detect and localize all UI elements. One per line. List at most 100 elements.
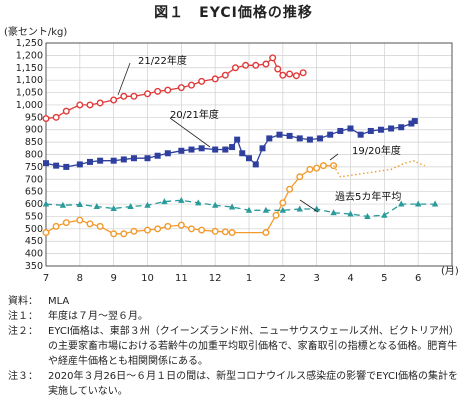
data-point [357,131,364,138]
data-point [86,158,93,165]
annotation-label: 20/21年度 [170,108,219,121]
x-tick-label: 10 [141,273,154,284]
data-point [211,75,219,83]
data-point [110,96,118,104]
data-point [292,72,300,80]
data-point [411,118,418,125]
data-point [296,173,304,181]
y-tick-label: 550 [25,211,43,222]
x-tick-label: 1 [246,273,252,284]
data-point [188,146,195,153]
data-point [164,86,172,94]
data-point [195,199,202,206]
data-point [242,61,250,69]
y-tick-label: 850 [25,137,43,148]
data-point [347,125,354,132]
data-point [221,71,229,79]
note-1: 注１： 年度は７月～翌６月。 [8,309,460,324]
data-point [252,161,259,168]
chart: 3504004505005506006507007508008509009501… [16,38,453,284]
annotation-label: 過去5カ年平均 [335,190,401,203]
data-point [164,222,172,230]
annotation-leader [299,199,319,213]
data-point [222,146,229,153]
plot-frame [45,42,453,267]
data-point [96,222,104,230]
data-point [86,101,94,109]
x-tick-label: 5 [381,273,387,284]
data-point [76,216,84,224]
note-key: 注２： [8,326,38,337]
note-source: 資料： MLA [8,294,460,309]
data-point [231,64,239,72]
data-point [259,145,266,152]
data-point [93,203,100,210]
data-point [276,131,283,138]
data-point [317,135,324,142]
data-point [327,131,334,138]
y-tick-label: 1,050 [16,88,43,99]
x-tick-label: 11 [175,273,188,284]
note-2: 注２： EYCI価格は、東部３州（クイーンズランド州、ニューサウスウェールズ州、… [8,324,460,369]
y-tick-label: 1,100 [16,75,43,86]
x-tick-label: 12 [209,273,222,284]
x-tick-label: 8 [77,273,83,284]
data-point [62,107,70,115]
y-tick-label: 700 [25,174,43,185]
data-point [143,90,151,98]
data-point [286,185,294,193]
data-point [377,126,384,133]
data-point [164,150,171,157]
data-point [266,135,273,142]
data-point [120,230,128,238]
data-point [239,150,246,157]
note-text: EYCI価格は、東部３州（クイーンズランド州、ニューサウスウェールズ州、ビクトリ… [48,326,459,367]
figure-title: 図１ EYCI価格の推移 [154,5,313,21]
data-point [110,205,117,212]
data-point [212,146,219,153]
note-text: 年度は７月～翌６月。 [48,311,148,322]
y-tick-label: 1,200 [16,50,43,61]
data-point [154,152,161,159]
data-point [62,219,70,227]
data-point [414,200,422,207]
y-tick-label: 1,250 [16,38,43,49]
data-point [178,196,185,203]
notes: 資料： MLA 注１： 年度は７月～翌６月。 注２： EYCI価格は、東部３州（… [8,294,460,399]
data-point [52,113,60,121]
data-point [269,54,277,62]
data-point [144,201,151,208]
data-point [97,157,104,164]
data-point [398,124,405,131]
y-axis-unit-label: (豪セント/kg) [4,27,68,38]
data-point [286,132,293,139]
data-point [347,210,354,217]
x-tick-label: 6 [415,273,421,284]
data-point [228,203,236,210]
data-point [364,212,371,219]
data-point [177,221,185,229]
y-tick-label: 600 [25,199,43,210]
data-point [398,200,405,207]
x-axis-unit-label: (月) [441,266,459,277]
series-line [45,199,436,218]
series-line [332,159,426,178]
data-point [96,99,104,107]
data-point [63,163,70,170]
data-point [279,71,287,79]
data-point [408,120,415,127]
y-tick-label: 950 [25,112,43,123]
data-point [211,201,219,208]
data-point [76,161,83,168]
x-tick-label: 9 [110,273,116,284]
data-point [130,227,138,235]
data-point [76,201,84,208]
annotation-leader [117,62,131,96]
x-tick-label: 3 [313,273,319,284]
y-tick-label: 750 [25,162,43,173]
data-point [299,69,307,77]
data-point [330,209,337,216]
data-point [120,92,128,100]
data-point [388,125,395,132]
y-tick-label: 1,000 [16,100,43,111]
